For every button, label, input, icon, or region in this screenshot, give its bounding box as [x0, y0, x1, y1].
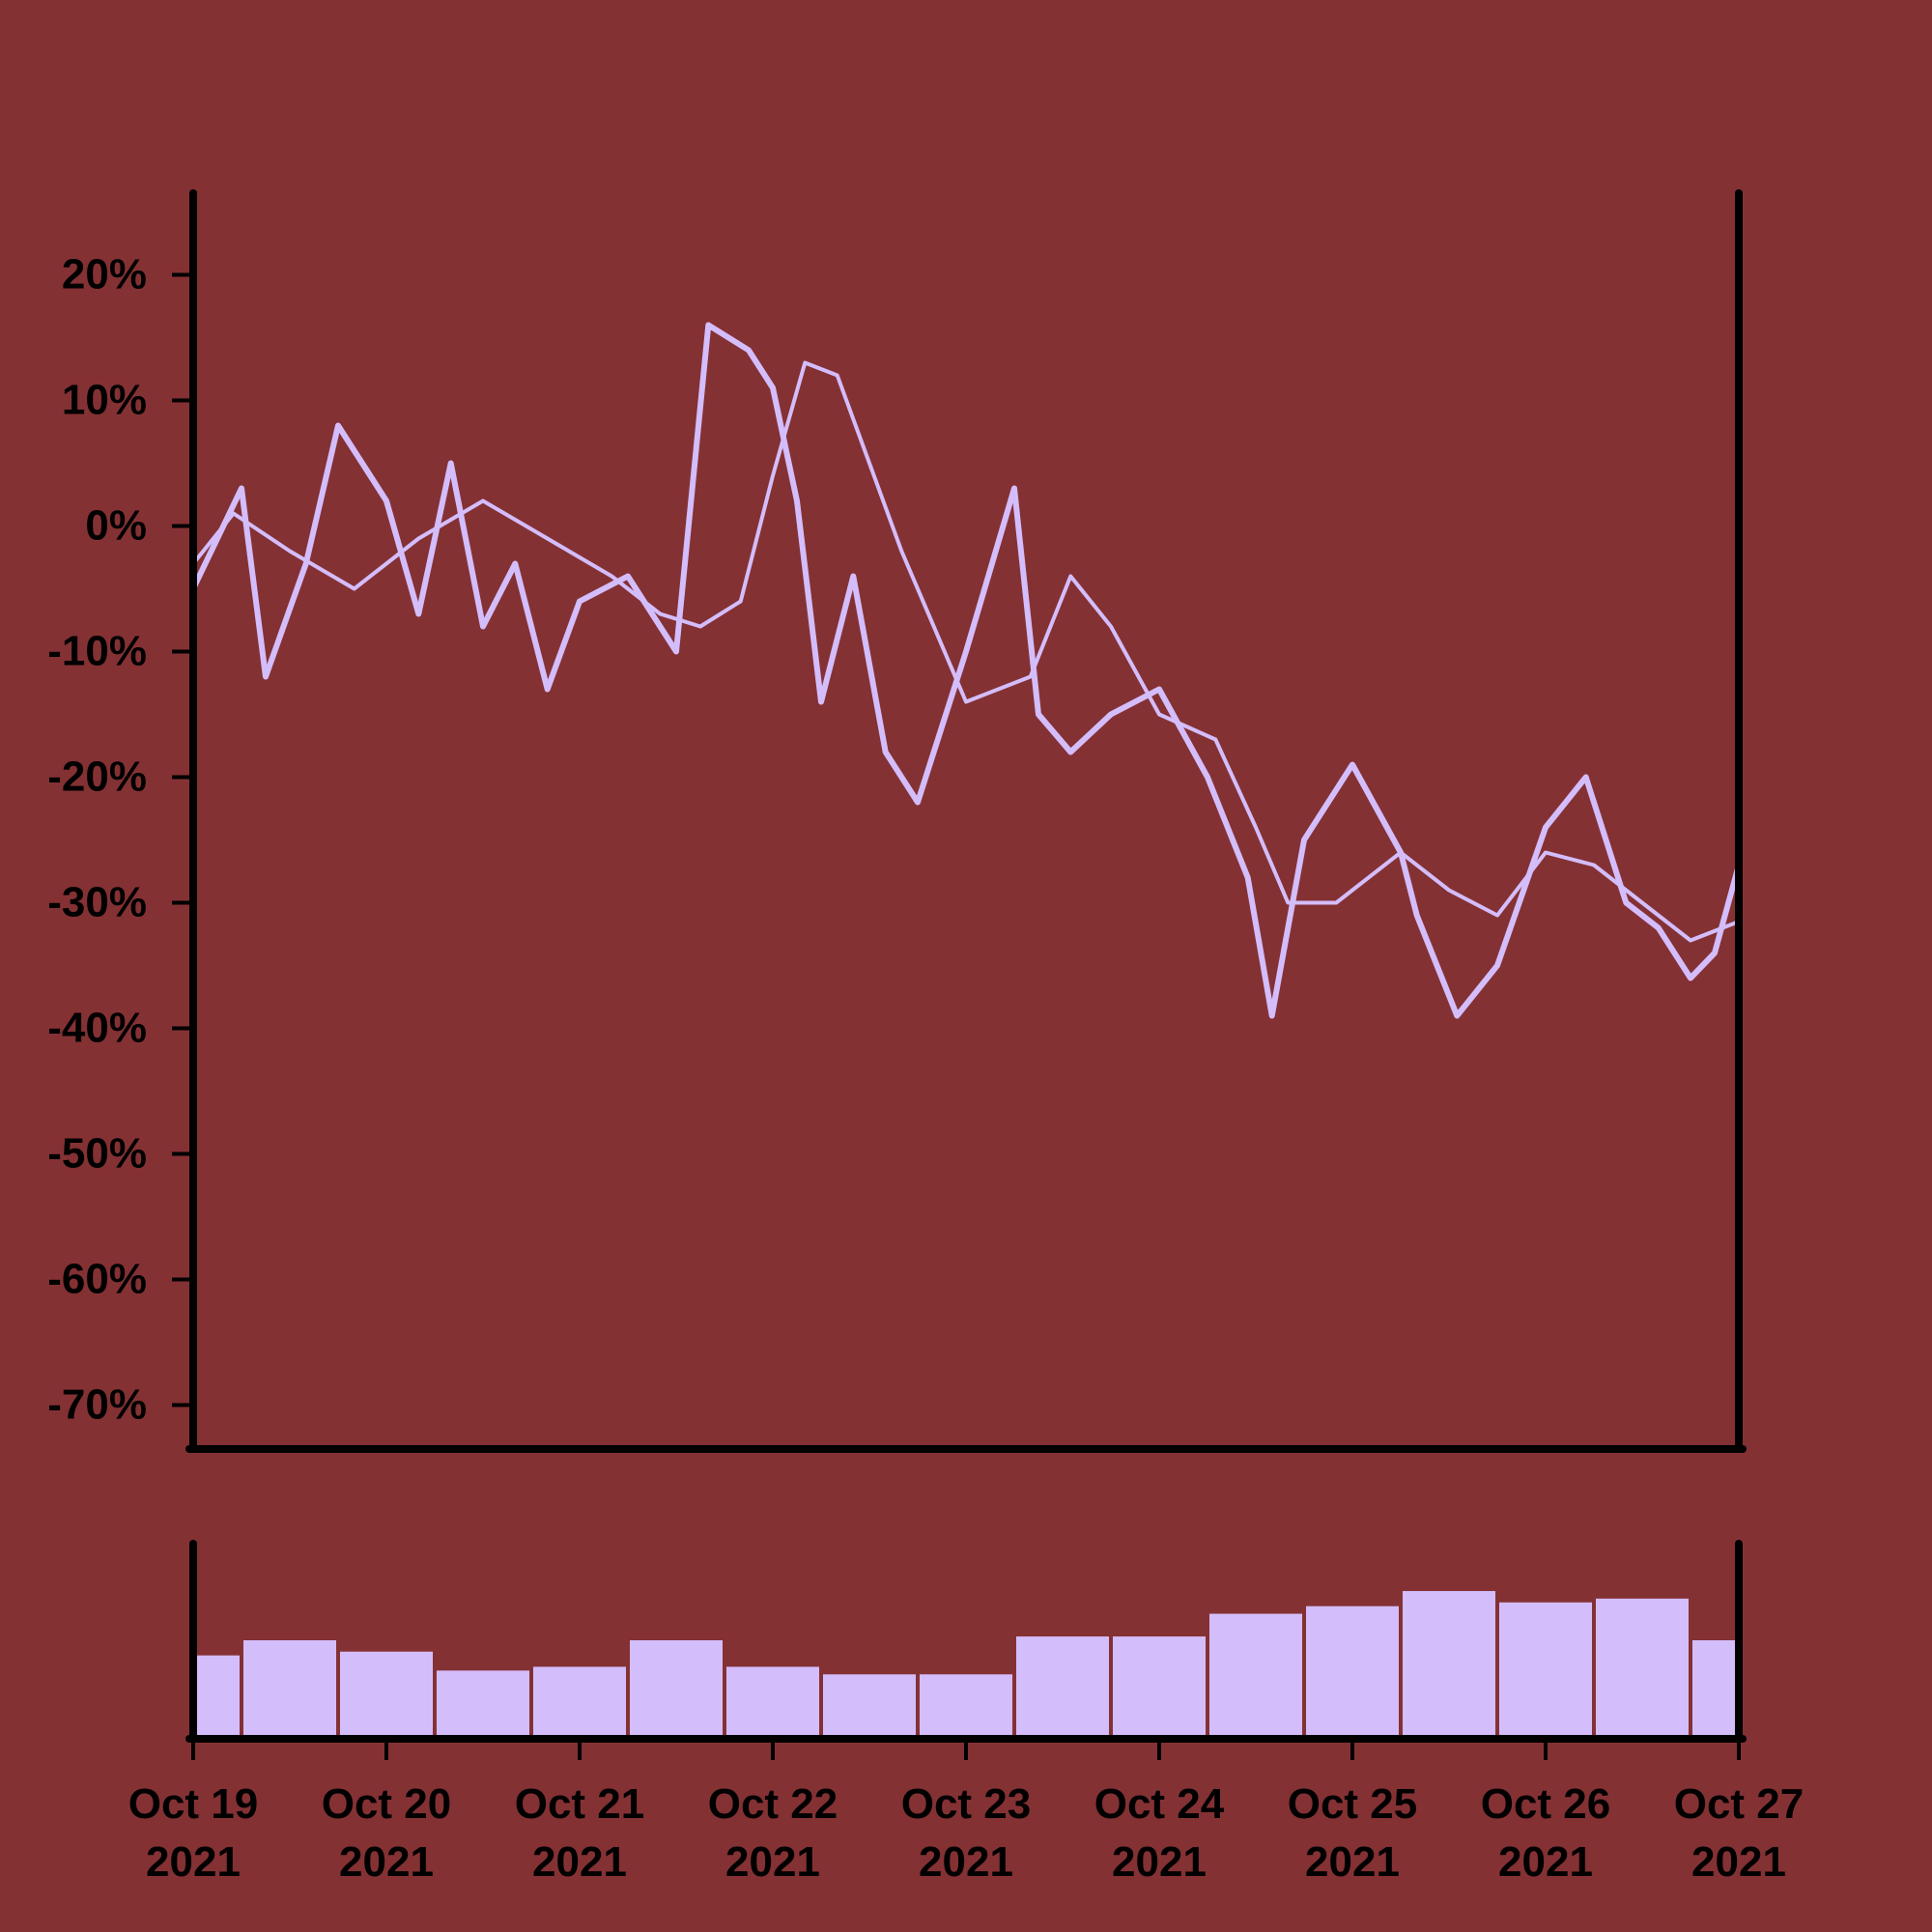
volume-bar	[437, 1670, 529, 1735]
volume-bar	[823, 1674, 916, 1735]
x-axis-ticks: Oct 19 2021 Oct 20 2021 Oct 21 2021 Oct 22 2021…	[128, 1739, 1804, 1886]
x-tick-label-year: 2021	[1691, 1838, 1786, 1886]
volume-bar	[340, 1651, 433, 1735]
volume-bar	[1499, 1602, 1592, 1735]
price-series-line	[190, 322, 1742, 1019]
y-tick-label: 0%	[85, 502, 147, 550]
volume-bar	[1016, 1636, 1109, 1735]
x-tick-label-year: 2021	[725, 1838, 820, 1886]
price-plot-area	[190, 322, 1742, 1019]
x-tick-label-year: 2021	[532, 1838, 627, 1886]
volume-bar	[1403, 1591, 1495, 1735]
volume-bar	[726, 1666, 819, 1735]
x-tick-label-date: Oct 20	[322, 1780, 452, 1828]
x-tick-label-year: 2021	[1498, 1838, 1593, 1886]
y-tick-label: -20%	[47, 753, 147, 801]
x-tick-label-year: 2021	[1112, 1838, 1207, 1886]
price-chart-panel: 20% 10% 0% -10% -20% -30% -40% -50% -60% -70%	[47, 189, 1747, 1453]
x-tick-label-year: 2021	[1305, 1838, 1400, 1886]
x-tick-label-year: 2021	[146, 1838, 241, 1886]
x-tick-label-date: Oct 24	[1094, 1780, 1225, 1828]
y-tick-label: -10%	[47, 628, 147, 675]
x-tick-label-year: 2021	[919, 1838, 1013, 1886]
volume-bar	[920, 1674, 1012, 1735]
volume-bar	[1596, 1598, 1689, 1735]
volume-bar	[1113, 1636, 1206, 1735]
x-tick-label-date: Oct 19	[128, 1780, 259, 1828]
volume-bar	[1306, 1605, 1399, 1735]
y-tick-label: -70%	[47, 1381, 147, 1429]
volume-bar	[533, 1666, 626, 1735]
volume-bar	[1692, 1640, 1735, 1735]
x-tick-label-date: Oct 22	[708, 1780, 838, 1828]
moving-average-line	[191, 360, 1741, 943]
y-tick-label: 10%	[62, 377, 147, 424]
x-tick-label-date: Oct 21	[515, 1780, 645, 1828]
volume-bar	[243, 1640, 336, 1735]
volume-bar	[630, 1640, 723, 1735]
y-tick-label: -50%	[47, 1130, 147, 1178]
volume-plot-area	[197, 1591, 1735, 1735]
y-tick-label: -40%	[47, 1005, 147, 1052]
x-tick-label-date: Oct 23	[901, 1780, 1032, 1828]
x-tick-label-date: Oct 25	[1288, 1780, 1418, 1828]
y-tick-label: -60%	[47, 1256, 147, 1303]
volume-bar	[1209, 1613, 1302, 1735]
x-tick-label-date: Oct 26	[1481, 1780, 1611, 1828]
y-axis-ticks: 20% 10% 0% -10% -20% -30% -40% -50% -60% -70%	[47, 251, 193, 1429]
y-tick-label: -30%	[47, 879, 147, 926]
volume-bar	[197, 1655, 240, 1735]
volume-chart-panel: Oct 19 2021 Oct 20 2021 Oct 21 2021 Oct 22 2021…	[128, 1540, 1804, 1886]
x-tick-label-date: Oct 27	[1674, 1780, 1804, 1828]
y-tick-label: 20%	[62, 251, 147, 298]
x-tick-label-year: 2021	[339, 1838, 434, 1886]
